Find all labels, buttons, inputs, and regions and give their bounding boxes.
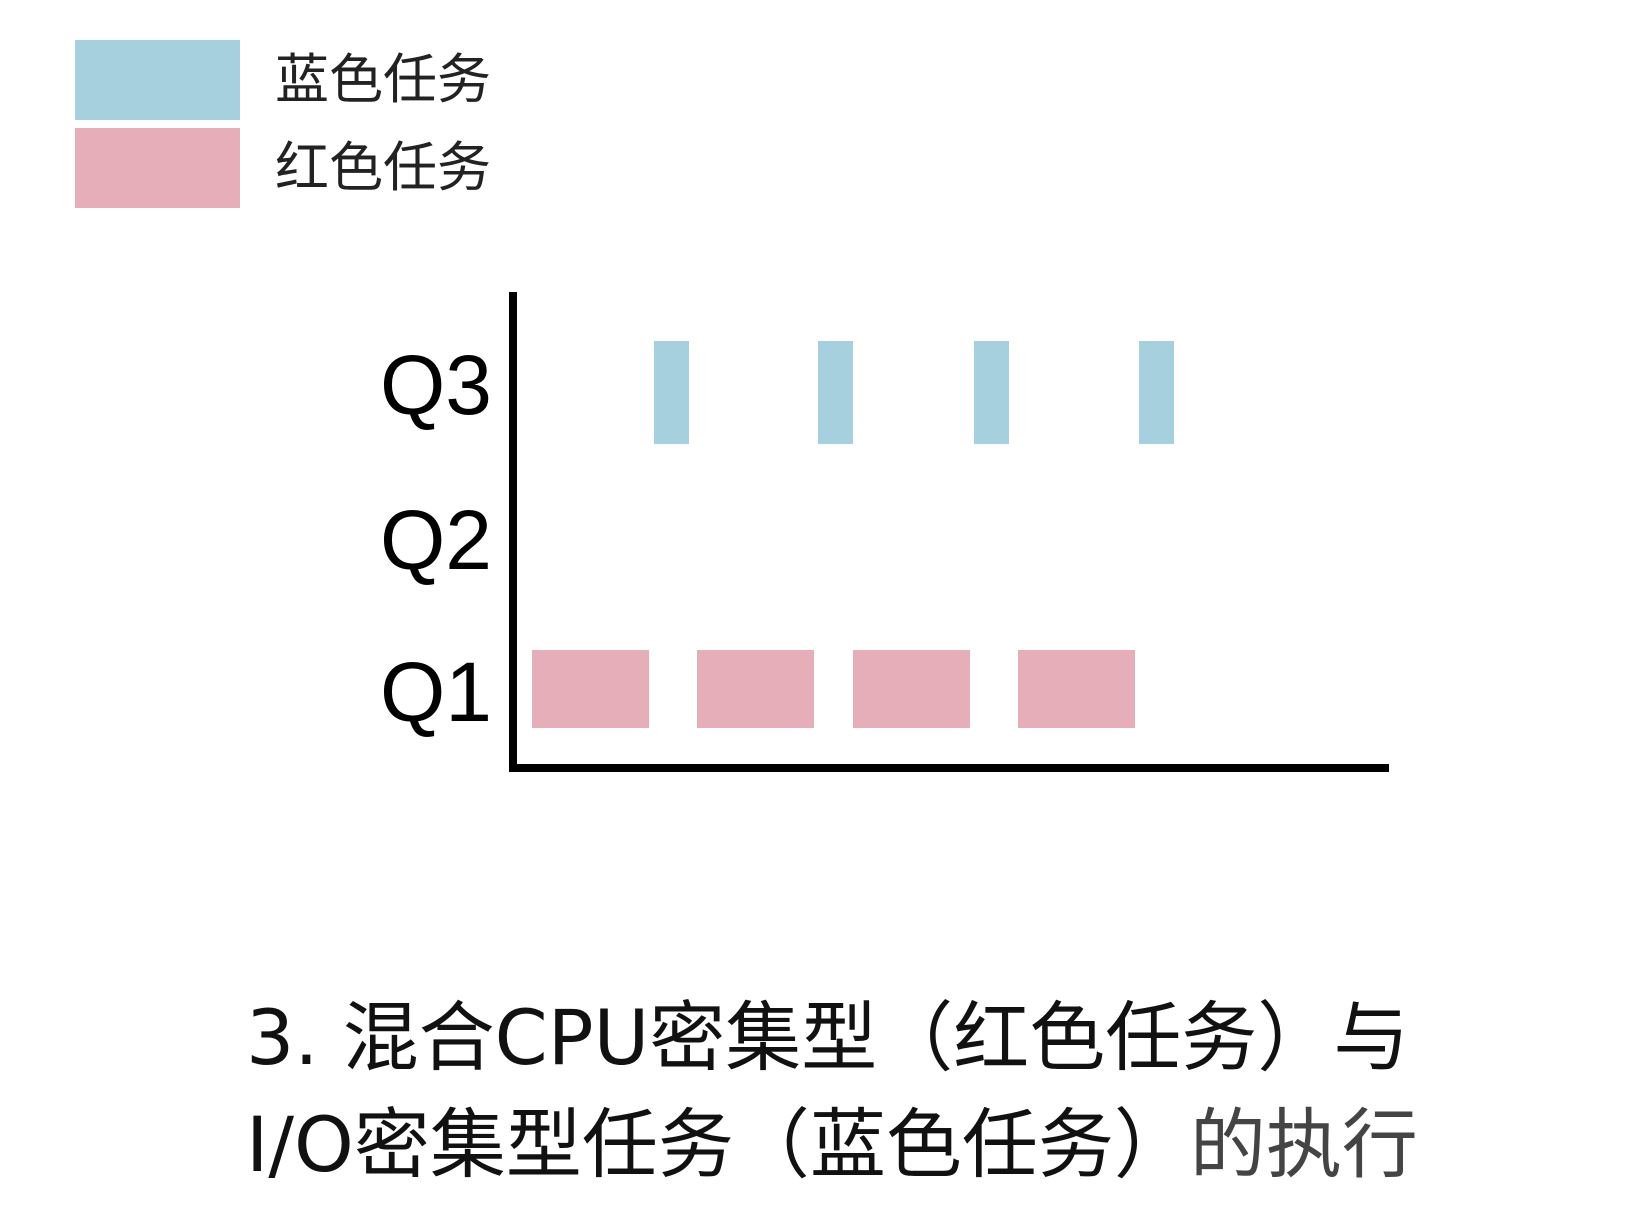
caption-line-2-tail: 的执行 <box>1189 1100 1418 1189</box>
q3-blue-task-block <box>1139 341 1174 444</box>
q1-red-task-block <box>532 650 649 728</box>
q3-blue-task-block <box>818 341 853 444</box>
caption-line-1: 3. 混合CPU密集型（红色任务）与 <box>246 993 1410 1082</box>
legend-swatch-blue <box>75 40 240 120</box>
queue-label-q1: Q1 <box>379 645 492 739</box>
q1-red-task-block <box>697 650 814 728</box>
x-axis <box>509 764 1389 772</box>
legend-swatch-red <box>75 128 240 208</box>
y-axis <box>509 292 517 772</box>
legend-label-blue: 蓝色任务 <box>275 48 491 111</box>
queue-label-q2: Q2 <box>379 493 492 587</box>
caption-line-2-main: I/O密集型任务（蓝色任务） <box>246 1100 1190 1189</box>
caption-line-2: I/O密集型任务（蓝色任务）的执行 <box>246 1090 1418 1200</box>
legend-label-red: 红色任务 <box>275 136 491 199</box>
q1-red-task-block <box>1018 650 1135 728</box>
q3-blue-task-block <box>974 341 1009 444</box>
queue-label-q3: Q3 <box>379 338 492 432</box>
q1-red-task-block <box>853 650 970 728</box>
q3-blue-task-block <box>654 341 689 444</box>
